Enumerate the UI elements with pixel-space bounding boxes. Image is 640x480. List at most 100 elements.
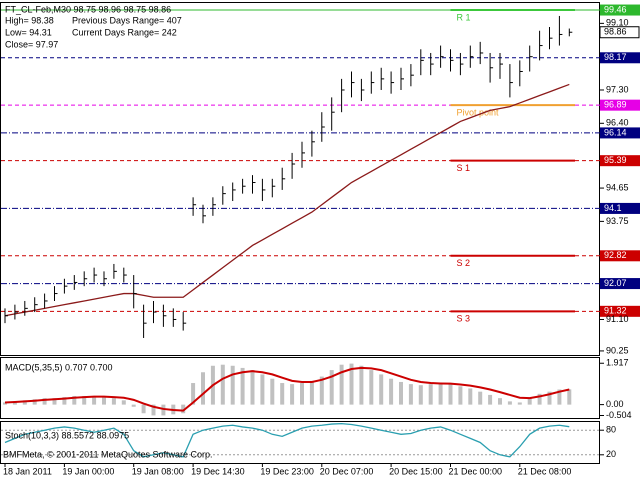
y-tick-label: 20: [606, 449, 616, 459]
macd-bar: [418, 385, 423, 405]
y-tick-label: 96.40: [606, 118, 629, 128]
current-price-label: 98.86: [604, 27, 627, 37]
indicator-line: [4, 83, 570, 317]
macd-bar: [507, 401, 512, 405]
macd-bar: [161, 404, 166, 416]
info-text: Low= 94.31: [5, 27, 52, 37]
chart-title: FT_CL-Feb,M30 98.75 98.96 98.75 98.86: [5, 4, 171, 14]
level-box: [600, 99, 640, 111]
level-box: [600, 52, 640, 64]
macd-bar: [201, 372, 205, 405]
macd-bar: [230, 365, 235, 405]
macd-bar: [517, 402, 522, 405]
macd-bar: [82, 395, 87, 405]
macd-bar: [131, 404, 136, 407]
macd-frame: [0, 357, 600, 419]
macd-bar: [329, 370, 334, 405]
macd-bar: [567, 389, 572, 405]
macd-bar: [3, 402, 7, 405]
panel-title: Stoch(10,3,3) 88.5572 88.0975: [5, 430, 129, 440]
macd-bar: [399, 381, 403, 405]
macd-bar: [72, 395, 77, 405]
pivot-label: S 3: [457, 314, 471, 324]
level-label: 92.07: [604, 278, 627, 288]
pivot-label: Pivot point: [457, 108, 500, 118]
pivot-label: S 1: [457, 163, 471, 173]
x-tick-label: 19 Jan 00:00: [62, 466, 114, 476]
macd-bar: [349, 363, 354, 405]
level-label: 98.17: [604, 52, 627, 62]
level-box: [600, 155, 640, 167]
macd-bar: [270, 378, 275, 405]
macd-bar: [102, 397, 106, 405]
level-box: [600, 278, 640, 290]
level-label: 99.46: [604, 4, 627, 14]
level-label: 95.39: [604, 155, 627, 165]
macd-bar: [52, 398, 57, 405]
x-tick-label: 19 Dec 23:00: [260, 466, 314, 476]
macd-bar: [62, 397, 67, 405]
macd-bar: [32, 399, 37, 405]
level-box: [600, 202, 640, 214]
indicator-line: [4, 422, 570, 458]
level-box: [600, 4, 640, 16]
macd-bar: [319, 376, 324, 405]
price-frame: [0, 2, 600, 356]
level-box: [600, 250, 640, 262]
macd-bar: [220, 364, 225, 405]
y-tick-label: -0.504: [606, 410, 632, 420]
info-text: Current Days Range= 242: [72, 27, 177, 37]
y-tick-label: 80: [606, 425, 616, 435]
macd-bar: [339, 364, 344, 405]
macd-bar: [22, 400, 27, 405]
macd-bar: [309, 380, 314, 405]
macd-bar: [280, 383, 285, 405]
macd-bar: [527, 398, 532, 405]
macd-bar: [141, 404, 146, 414]
macd-bar: [408, 384, 413, 405]
y-tick-label: 91.10: [606, 314, 629, 324]
y-tick-label: 93.75: [606, 216, 629, 226]
level-box: [600, 305, 640, 317]
level-label: 94.1: [604, 203, 622, 213]
macd-bar: [191, 383, 196, 405]
x-tick-label: 21 Dec 00:00: [449, 466, 503, 476]
x-tick-label: 20 Dec 15:00: [389, 466, 443, 476]
y-tick-label: 94.65: [606, 182, 629, 192]
footer: BMFMeta, © 2001-2011 MetaQuotes Software…: [3, 449, 213, 459]
macd-bar: [488, 394, 493, 405]
macd-bar: [458, 386, 463, 405]
y-tick-label: 99.10: [606, 18, 629, 28]
macd-bar: [92, 395, 97, 405]
x-tick-label: 18 Jan 2011: [3, 466, 52, 476]
y-tick-label: 97.30: [606, 84, 629, 94]
y-tick-label: 90.25: [606, 345, 629, 355]
macd-bar: [121, 400, 126, 405]
macd-bar: [537, 393, 542, 405]
x-tick-label: 20 Dec 07:00: [320, 466, 374, 476]
indicator-line: [4, 366, 570, 412]
macd-bar: [438, 383, 443, 405]
level-label: 96.89: [604, 100, 627, 110]
macd-bar: [42, 398, 47, 405]
macd-bar: [290, 384, 295, 405]
macd-bar: [498, 398, 502, 405]
macd-bar: [468, 388, 473, 405]
x-tick-label: 21 Dec 08:00: [518, 466, 572, 476]
macd-bar: [557, 389, 562, 405]
x-tick-label: 19 Dec 14:30: [191, 466, 245, 476]
macd-bar: [111, 398, 116, 405]
y-tick-label: 1.917: [606, 358, 629, 368]
macd-bar: [151, 404, 156, 416]
macd-bar: [448, 384, 453, 405]
macd-bar: [547, 391, 552, 405]
level-box: [600, 127, 640, 139]
macd-bar: [428, 384, 433, 405]
macd-bar: [240, 367, 245, 405]
pivot-label: S 2: [457, 258, 471, 268]
macd-bar: [389, 378, 394, 405]
level-label: 92.82: [604, 250, 627, 260]
macd-bar: [369, 370, 374, 405]
